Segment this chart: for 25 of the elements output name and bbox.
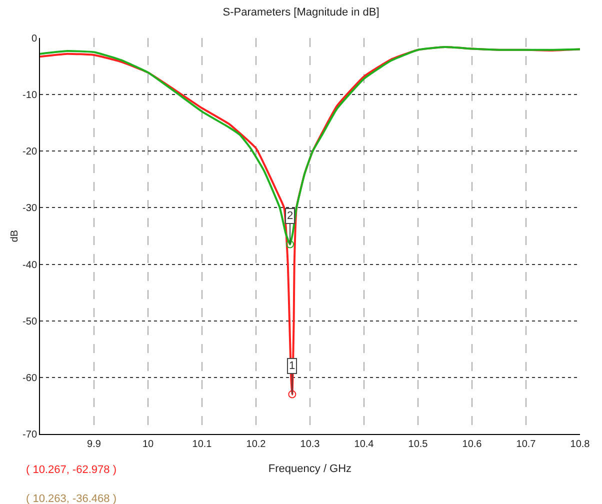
y-axis-title: dB	[10, 230, 21, 242]
y-tick-label: -10	[22, 90, 38, 102]
y-tick-label: -20	[22, 146, 38, 158]
y-tick-label: -40	[22, 260, 38, 271]
text: ( 10.263, -36.468 )	[26, 493, 117, 504]
x-tick-label: 10.3	[300, 439, 320, 450]
x-tick-label: 9.9	[87, 439, 102, 450]
x-tick-label: 10.7	[516, 439, 536, 450]
y-tick-label: -70	[22, 430, 38, 440]
x-tick-label: 10.8	[570, 439, 590, 450]
x-tick-label: 10.6	[462, 439, 482, 450]
x-tick-label: 10.4	[354, 439, 374, 450]
y-tick-label: -30	[22, 203, 38, 214]
x-tick-label: 10.2	[246, 439, 266, 450]
annotation: 2	[287, 210, 294, 222]
x-axis-title: Frequency / GHz	[268, 463, 352, 476]
x-tick-label: 10.5	[408, 439, 428, 450]
chart-title: S-Parameters [Magnitude in dB]	[222, 6, 380, 18]
x-tick-label: 10	[142, 439, 154, 450]
annotation: 1	[289, 360, 296, 372]
text: ( 10.267, -62.978 )	[26, 464, 117, 476]
y-tick-label: -60	[22, 372, 38, 384]
y-tick-label: -50	[22, 316, 38, 328]
x-tick-label: 10.1	[192, 439, 212, 450]
y-tick-label: 0	[31, 34, 38, 44]
